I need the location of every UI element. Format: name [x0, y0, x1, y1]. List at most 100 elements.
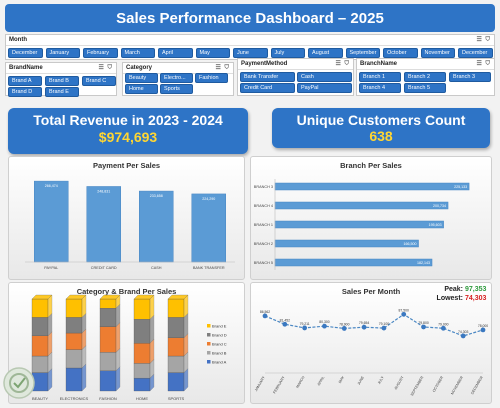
filter-icon[interactable]: ☰ ⛉: [98, 65, 113, 71]
month-slicer: Month ☰ ⛉ December January February March Apr…: [5, 34, 495, 60]
category-stack-segment: [133, 363, 151, 379]
category-chip-2[interactable]: Fashion: [195, 73, 228, 83]
category-chip-4[interactable]: Sports: [160, 84, 193, 94]
branch-category-label: BRANCH 1: [254, 223, 273, 227]
month-point-label: 79,800: [418, 321, 428, 325]
brand-chip-0[interactable]: Brand A: [8, 76, 42, 86]
category-stack-side: [149, 314, 155, 344]
category-stack-segment: [99, 352, 117, 371]
legend-label: Brand E: [212, 324, 227, 329]
multi-select-filter-icon[interactable]: ☰ ⛉: [476, 37, 491, 43]
payment-chip-2[interactable]: Credit Card: [240, 83, 295, 93]
payment-category-label: CASH: [151, 266, 162, 270]
category-stack-segment: [99, 298, 117, 309]
category-stack-segment: [133, 319, 151, 344]
brand-chip-3[interactable]: Brand D: [8, 87, 42, 97]
month-chip-10[interactable]: October: [383, 48, 418, 58]
category-chip-0[interactable]: Beauty: [125, 73, 158, 83]
payment-per-sales-chart: 266,474 PAYPAL 248,831 CREDIT CARD 233,658 CA…: [25, 180, 235, 270]
category-stack-side: [47, 331, 53, 357]
month-chip-9[interactable]: September: [345, 48, 380, 58]
category-stack-top: [133, 294, 155, 300]
month-point: [341, 326, 347, 331]
unique-customers-value: 638: [369, 128, 393, 144]
category-chip-1[interactable]: Electro...: [160, 73, 193, 83]
month-chip-4[interactable]: April: [158, 48, 193, 58]
peak-value: 97,353: [465, 286, 487, 293]
category-label: HOME: [136, 396, 148, 401]
branch-bar-label: 200,734: [433, 204, 446, 208]
payment-slicer: PaymentMethod ☰ ⛉ Bank Transfer Cash Credit…: [237, 58, 354, 96]
month-chip-7[interactable]: July: [270, 48, 305, 58]
month-chip-5[interactable]: May: [195, 48, 230, 58]
peak-label: Peak:: [444, 286, 463, 293]
filter-icon[interactable]: ☰ ⛉: [215, 65, 230, 71]
category-label: FASHION: [99, 396, 117, 401]
month-chip-8[interactable]: August: [308, 48, 343, 58]
month-chip-6[interactable]: June: [233, 48, 268, 58]
legend-swatch: [207, 360, 211, 364]
month-chip-12[interactable]: December: [458, 48, 493, 58]
branch-chip-0[interactable]: Branch 1: [359, 72, 401, 82]
month-chip-1[interactable]: January: [45, 48, 80, 58]
payment-chip-0[interactable]: Bank Transfer: [240, 72, 295, 82]
payment-slicer-label: PaymentMethod: [241, 61, 288, 67]
lowest-label: Lowest:: [437, 295, 463, 302]
category-stack-segment: [65, 332, 83, 350]
payment-per-sales-panel: Payment Per Sales 266,474 PAYPAL 248,831 CR…: [8, 156, 245, 280]
category-chart-title: Category & Brand Per Sales: [76, 287, 177, 296]
brand-chip-1[interactable]: Brand B: [45, 76, 79, 86]
branch-category-label: BRANCH 4: [254, 204, 273, 208]
category-stack-side: [183, 313, 189, 339]
month-point: [480, 327, 486, 333]
legend-swatch: [207, 342, 211, 346]
payment-bar: [34, 180, 69, 263]
category-stack-segment: [31, 298, 49, 318]
month-chip-0[interactable]: December: [8, 48, 43, 58]
filter-icon[interactable]: ☰ ⛉: [335, 61, 350, 67]
month-chart-title: Sales Per Month: [341, 287, 401, 296]
branch-chip-1[interactable]: Branch 2: [404, 72, 446, 82]
category-chip-3[interactable]: Home: [125, 84, 158, 94]
payment-chip-1[interactable]: Cash: [297, 72, 352, 82]
legend-label: Brand A: [212, 360, 227, 365]
month-point-label: 78,000: [478, 324, 488, 328]
month-category-label: FEBRUARY: [272, 375, 286, 394]
payment-category-label: BANK TRANSFER: [193, 266, 225, 270]
category-label: ELECTRONICS: [60, 396, 89, 401]
category-stack-segment: [65, 349, 83, 369]
brand-chip-2[interactable]: Brand C: [82, 76, 116, 86]
category-stack-segment: [99, 308, 117, 327]
month-point: [421, 324, 426, 330]
payment-bar: [191, 193, 226, 263]
branch-chip-4[interactable]: Branch 5: [404, 83, 446, 93]
brand-chip-4[interactable]: Brand E: [45, 87, 79, 97]
month-chip-2[interactable]: February: [83, 48, 118, 58]
branch-bar: [274, 239, 419, 248]
month-category-label: APRIL: [317, 376, 326, 387]
filter-icon[interactable]: ☰ ⛉: [476, 61, 491, 67]
category-stack-segment: [99, 326, 117, 353]
category-stack-top: [65, 294, 87, 300]
branch-chip-3[interactable]: Branch 4: [359, 83, 401, 93]
payment-bar: [86, 186, 121, 263]
payment-bar-label: 224,290: [202, 197, 215, 201]
branch-per-sales-panel: Branch Per Sales BRANCH 3 225,133 BRANCH 4…: [250, 156, 492, 280]
total-revenue-label: Total Revenue in 2023 - 2024: [33, 112, 223, 128]
month-sales-line: [264, 313, 484, 337]
sales-per-month-panel: Sales Per Month 86,562 JANUARY 81,452 FEBRU…: [250, 282, 492, 404]
lowest-value: 74,303: [465, 295, 487, 302]
month-point-label: 87,500: [399, 308, 409, 312]
month-category-label: JULY: [377, 375, 385, 385]
payment-category-label: PAYPAL: [44, 266, 58, 270]
legend-swatch: [207, 351, 211, 355]
branch-slicer-label: BranchName: [360, 61, 398, 67]
payment-chip-3[interactable]: PayPal: [297, 83, 352, 93]
month-chip-3[interactable]: March: [120, 48, 155, 58]
month-chip-11[interactable]: November: [420, 48, 455, 58]
brandname-slicer-label: BrandName: [9, 65, 43, 71]
legend-swatch: [207, 324, 211, 328]
category-stack-segment: [167, 337, 185, 357]
branch-chip-2[interactable]: Branch 3: [449, 72, 491, 82]
category-stack-segment: [167, 372, 185, 392]
